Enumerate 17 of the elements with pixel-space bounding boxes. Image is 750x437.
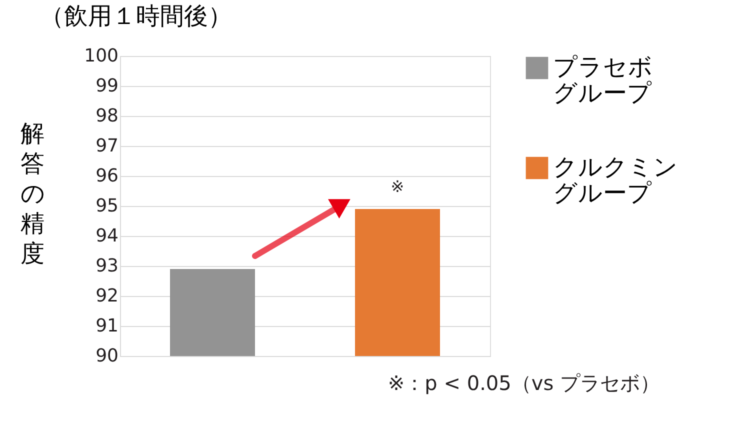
y-tick-label: 100	[84, 46, 118, 66]
y-tick-label: 99	[96, 76, 118, 96]
y-tick-label: 97	[96, 136, 118, 156]
y-tick-label: 90	[96, 346, 118, 366]
text: ※：p < 0.05（vs プラセボ）	[388, 371, 660, 395]
y-tick-label: 98	[96, 106, 118, 126]
legend-label: プラセボグループ	[553, 53, 653, 107]
annotation: ※	[390, 177, 404, 196]
y-tick-label: 91	[96, 316, 118, 336]
y-tick-label: 95	[96, 196, 118, 216]
y-tick-label: 94	[96, 226, 118, 246]
y-tick-label: 92	[96, 286, 118, 306]
y-tick-label: 96	[96, 166, 118, 186]
chart-title: （飲用１時間後）	[40, 2, 232, 30]
legend-label: クルクミングループ	[553, 153, 678, 207]
y-tick-label: 93	[96, 256, 118, 276]
y-axis-title: 解答の精度	[20, 120, 46, 268]
